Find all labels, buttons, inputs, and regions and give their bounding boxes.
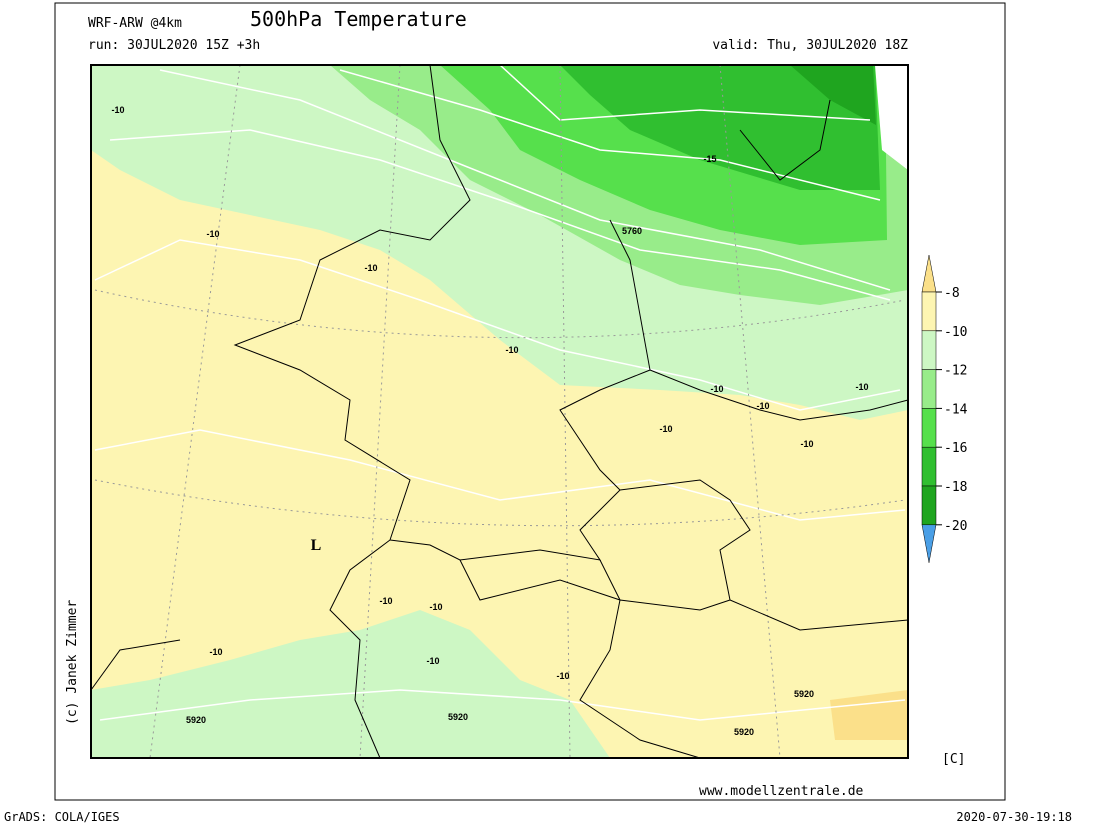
contour-label: -10 — [756, 401, 769, 411]
colorbar: -8 -10 -12 -14 -16 -18 -20 — [921, 254, 968, 563]
contour-label: -10 — [659, 424, 672, 434]
contour-label: -10 — [426, 656, 439, 666]
colorbar-label: -12 — [944, 364, 967, 379]
colorbar-label: -10 — [944, 325, 967, 340]
contour-label: -10 — [379, 596, 392, 606]
colorbar-cap — [921, 524, 937, 563]
colorbar-box — [921, 485, 937, 526]
contour-label: -10 — [206, 229, 219, 239]
no-data — [875, 65, 908, 170]
colorbar-label: -20 — [944, 519, 967, 534]
temp-band — [560, 65, 880, 190]
contour-label: -10 — [429, 602, 442, 612]
contour-label: 5760 — [622, 226, 642, 236]
run-label: run: 30JUL2020 15Z +3h — [88, 38, 260, 53]
contour-label: -10 — [855, 382, 868, 392]
temp-band — [91, 610, 610, 758]
contour-label: -15 — [703, 154, 716, 164]
credit: (c) Janek Zimmer — [65, 600, 80, 725]
contour-label: -10 — [364, 263, 377, 273]
model-label: WRF-ARW @4km — [88, 16, 182, 31]
contour-label: 5920 — [794, 689, 814, 699]
contour-label: -10 — [505, 345, 518, 355]
contours — [94, 64, 906, 721]
title: 500hPa Temperature — [250, 7, 467, 31]
colorbar-box — [921, 446, 937, 487]
contour-label: 5920 — [734, 727, 754, 737]
website: www.modellzentrale.de — [699, 784, 864, 799]
low-marker: L — [311, 537, 322, 554]
unit-label: [C] — [942, 752, 965, 767]
temp-band — [790, 65, 876, 125]
colorbar-label: -14 — [944, 402, 968, 417]
contour-label: -10 — [111, 105, 124, 115]
colorbar-label: -16 — [944, 441, 967, 456]
colorbar-label: -18 — [944, 480, 967, 495]
software: GrADS: COLA/IGES — [4, 810, 120, 824]
valid-label: valid: Thu, 30JUL2020 18Z — [712, 38, 908, 53]
timestamp: 2020-07-30-19:18 — [956, 810, 1072, 824]
contour-label: 5920 — [448, 712, 468, 722]
contour-label: -10 — [209, 647, 222, 657]
temp-band — [830, 690, 908, 740]
contour-label: -10 — [800, 439, 813, 449]
map: -10 -10 -10 -10 -10 -10 -10 -10 -10 -10 -10 -10 -10 -… — [90, 64, 909, 759]
colorbar-label: -8 — [944, 286, 960, 301]
colorbar-box — [921, 330, 937, 370]
contour-label: -10 — [556, 671, 569, 681]
colorbar-box — [921, 408, 937, 448]
borders — [90, 64, 909, 759]
colorbar-box — [921, 291, 937, 332]
map-frame — [90, 64, 909, 759]
contour-label: 5920 — [186, 715, 206, 725]
colorbar-box — [921, 369, 937, 409]
contour-label: -10 — [710, 384, 723, 394]
